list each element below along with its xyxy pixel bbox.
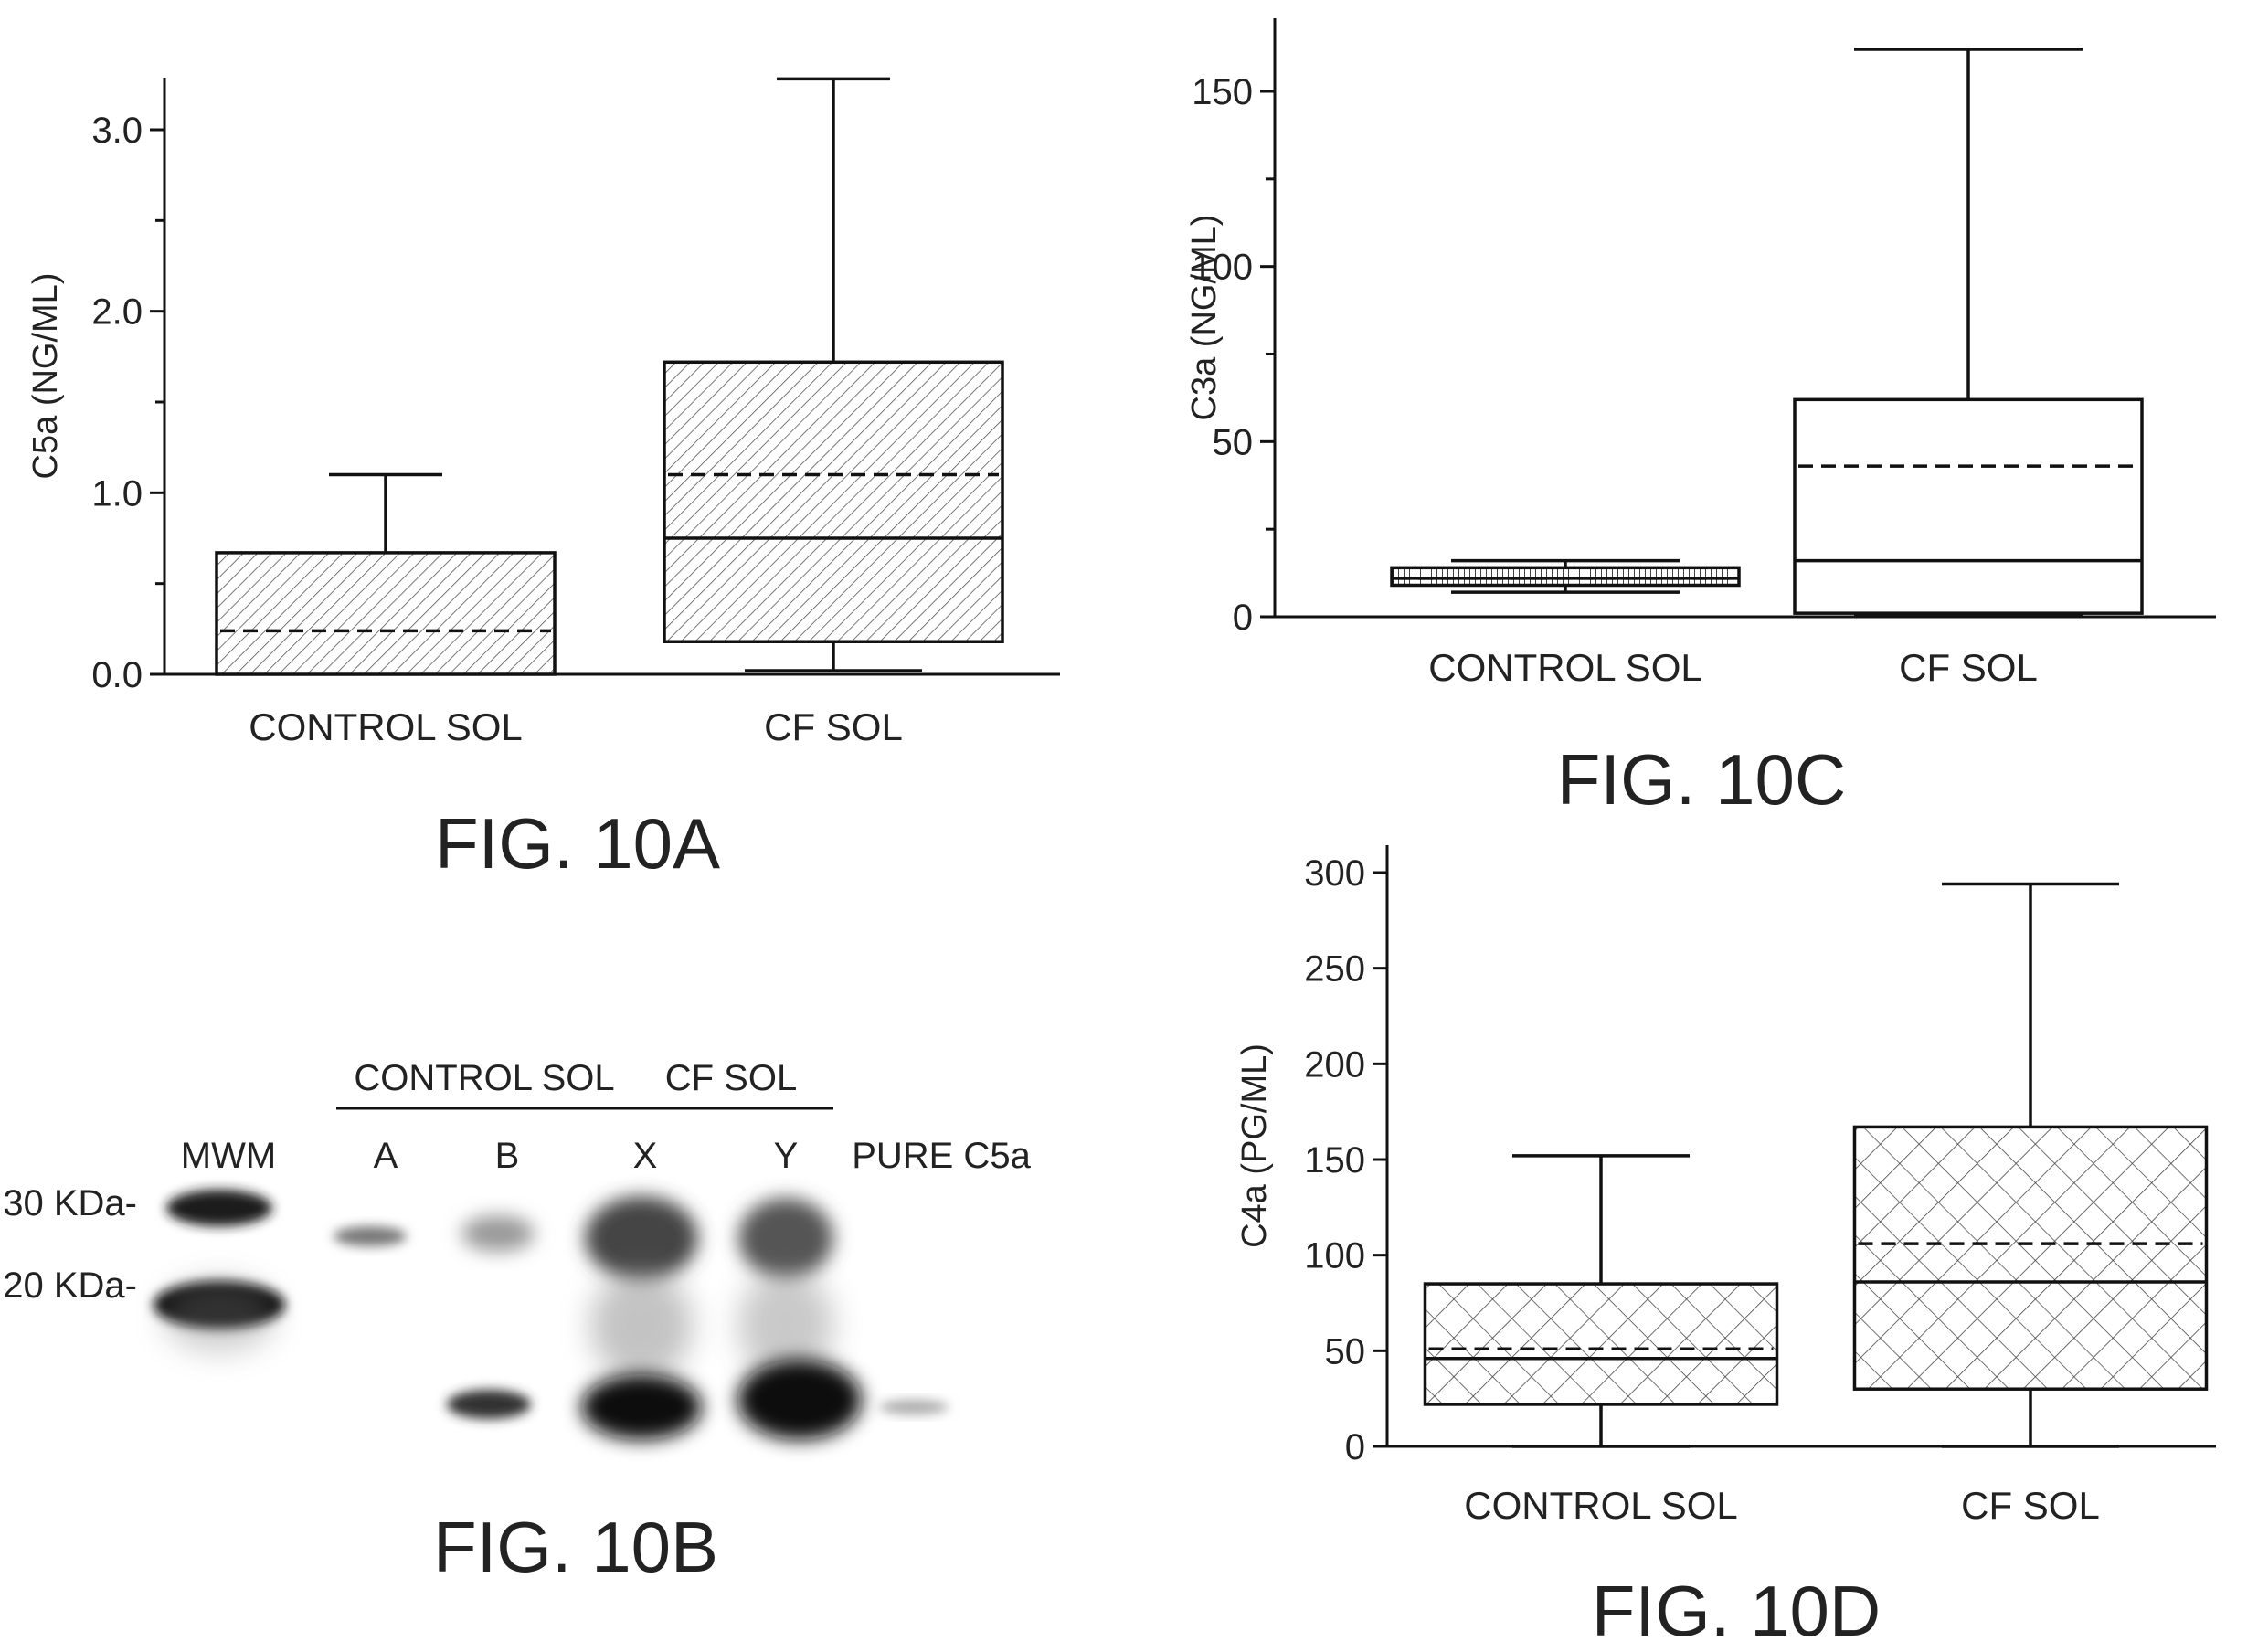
smear-lane-y xyxy=(738,1270,833,1380)
y-tick-label-10a: 0.0 xyxy=(91,655,143,695)
y-tick-label-10a: 3.0 xyxy=(91,111,143,151)
box-10c-cf-sol xyxy=(1793,397,2144,615)
box-10a-control-sol xyxy=(215,551,557,676)
chart-fig-10c: 0 50 100 150 C3a (NG/ML) CONTROL SOL CF SOL FIG… xyxy=(1185,18,2216,820)
box-10d-cf-sol xyxy=(1852,1125,2209,1391)
x-category-label-10a-cf-sol: CF SOL xyxy=(764,705,903,748)
y-tick-label-10d: 50 xyxy=(1325,1331,1366,1371)
band-lane-a xyxy=(334,1226,407,1246)
y-axis-label-10a: C5a (NG/ML) xyxy=(27,273,65,480)
y-tick-label-10d: 0 xyxy=(1345,1427,1365,1467)
figure-label-10d: FIG. 10D xyxy=(1592,1571,1881,1651)
band-lane-y-upper xyxy=(738,1198,833,1278)
y-tick-label-10c: 0 xyxy=(1233,598,1253,638)
y-tick-label-10d: 300 xyxy=(1304,853,1365,894)
y-tick-label-10a: 1.0 xyxy=(91,473,143,514)
y-tick-label-10c: 100 xyxy=(1192,248,1253,288)
figure-label-10a: FIG. 10A xyxy=(435,803,720,884)
y-tick-label-10d: 250 xyxy=(1304,949,1365,990)
box-10d-control-sol xyxy=(1423,1282,1779,1406)
figure-label-10c: FIG. 10C xyxy=(1557,739,1846,820)
box-10c-control-sol xyxy=(1390,566,1741,588)
figure-label-10b: FIG. 10B xyxy=(433,1507,718,1587)
band-lane-x-lower xyxy=(581,1374,702,1440)
western-blot-panel: CONTROL SOL CF SOL MWM A B X Y PURE C5a … xyxy=(3,1058,1031,1587)
lane-label-pure-c5a: PURE C5a xyxy=(852,1136,1031,1176)
marker-label-20kda: 20 KDa- xyxy=(3,1265,137,1306)
band-lane-x-upper xyxy=(585,1196,698,1280)
band-lane-b-upper xyxy=(461,1215,535,1252)
band-mwm-30kda xyxy=(166,1190,272,1226)
y-tick-label-10d: 200 xyxy=(1304,1044,1365,1085)
smear-lane-x xyxy=(590,1270,693,1380)
marker-label-30kda: 30 KDa- xyxy=(3,1183,137,1223)
x-category-label-10d-control-sol: CONTROL SOL xyxy=(1464,1484,1738,1527)
chart-fig-10d: 0 50 100 150 200 250 300 C4a (PG/ML) CONTROL SOL… xyxy=(1235,845,2216,1651)
x-category-label-10a-control-sol: CONTROL SOL xyxy=(249,705,523,748)
box-10a-cf-sol xyxy=(663,360,1004,643)
y-tick-label-10c: 50 xyxy=(1213,422,1254,462)
x-category-label-10c-cf-sol: CF SOL xyxy=(1899,646,2038,689)
lane-label-a: A xyxy=(374,1136,398,1176)
band-lane-y-lower xyxy=(737,1360,862,1440)
lane-label-mwm: MWM xyxy=(181,1136,276,1176)
y-tick-label-10a: 2.0 xyxy=(91,292,143,333)
y-tick-label-10d: 100 xyxy=(1304,1236,1365,1276)
x-category-label-10d-cf-sol: CF SOL xyxy=(1961,1484,2100,1527)
blot-group-label-cf: CF SOL xyxy=(665,1058,797,1098)
chart-fig-10a: 0.0 1.0 2.0 3.0 C5a (NG/ML) CONTROL SOL CF SOL… xyxy=(27,77,1060,884)
y-axis-label-10d: C4a (PG/ML) xyxy=(1235,1043,1274,1248)
blot-group-label-control: CONTROL SOL xyxy=(354,1058,614,1098)
smear-mwm xyxy=(163,1279,276,1352)
y-tick-label-10c: 150 xyxy=(1192,72,1253,112)
lane-label-y: Y xyxy=(774,1136,799,1176)
y-axis-label-10c: C3a (NG/ML) xyxy=(1185,215,1224,421)
band-pure-c5a xyxy=(879,1400,949,1414)
lane-label-x: X xyxy=(633,1136,658,1176)
lane-label-b: B xyxy=(495,1136,520,1176)
y-tick-label-10d: 150 xyxy=(1304,1140,1365,1181)
x-category-label-10c-control-sol: CONTROL SOL xyxy=(1428,646,1702,689)
band-lane-b-lower xyxy=(447,1390,531,1419)
